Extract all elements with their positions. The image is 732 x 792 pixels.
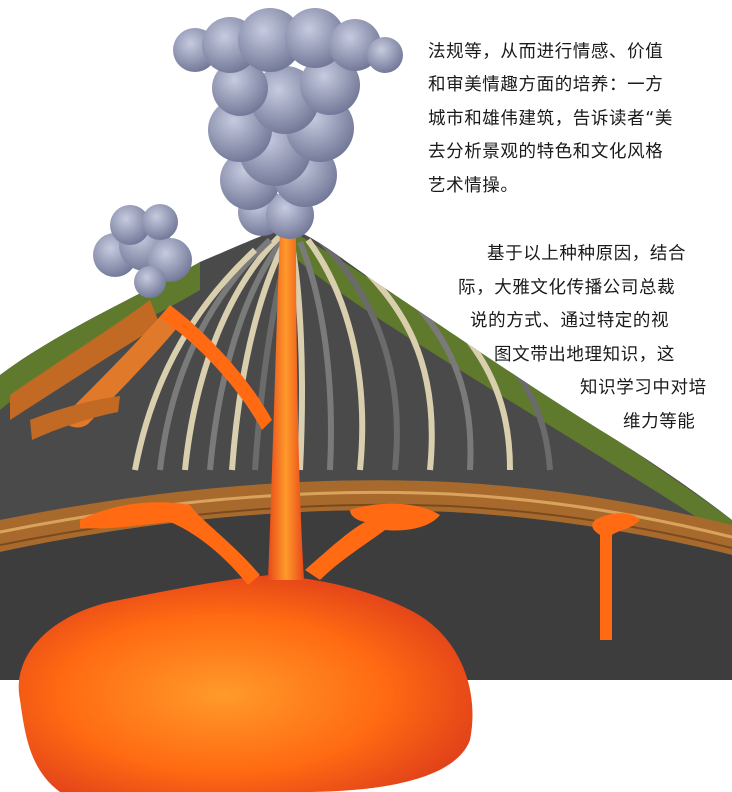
text-line: 基于以上种种原因，结合 [487, 244, 687, 264]
reason-paragraph: 基于以上种种原因，结合 际，大雅文化传播公司总裁 说的方式、通过特定的视 图文带… [0, 238, 707, 439]
side-vent [160, 305, 272, 430]
text-line: 际，大雅文化传播公司总裁 [458, 277, 676, 298]
text-line: 图文带出地理知识，这 [494, 344, 675, 365]
side-plume [93, 204, 192, 298]
text-line: 城市和雄伟建筑，告诉读者“美 [428, 108, 673, 129]
text-line: 和审美情趣方面的培养：一方 [428, 75, 664, 95]
text-line: 知识学习中对培 [580, 378, 707, 398]
magma-chamber [18, 575, 473, 792]
text-line: 去分析景观的特色和文化风格 [428, 142, 664, 162]
text-line: 法规等，从而进行情感、价值 [428, 41, 664, 62]
main-vent [268, 185, 304, 580]
text-line: 维力等能 [623, 411, 696, 432]
text-line [428, 2, 673, 36]
eruption-plume [173, 8, 403, 239]
intro-paragraph: 法规等，从而进行情感、价值 和审美情趣方面的培养：一方 城市和雄伟建筑，告诉读者… [428, 2, 673, 203]
text-line: 艺术情操。 [428, 175, 519, 196]
text-line: 说的方式、通过特定的视 [470, 311, 670, 331]
magma-sills [80, 502, 640, 640]
